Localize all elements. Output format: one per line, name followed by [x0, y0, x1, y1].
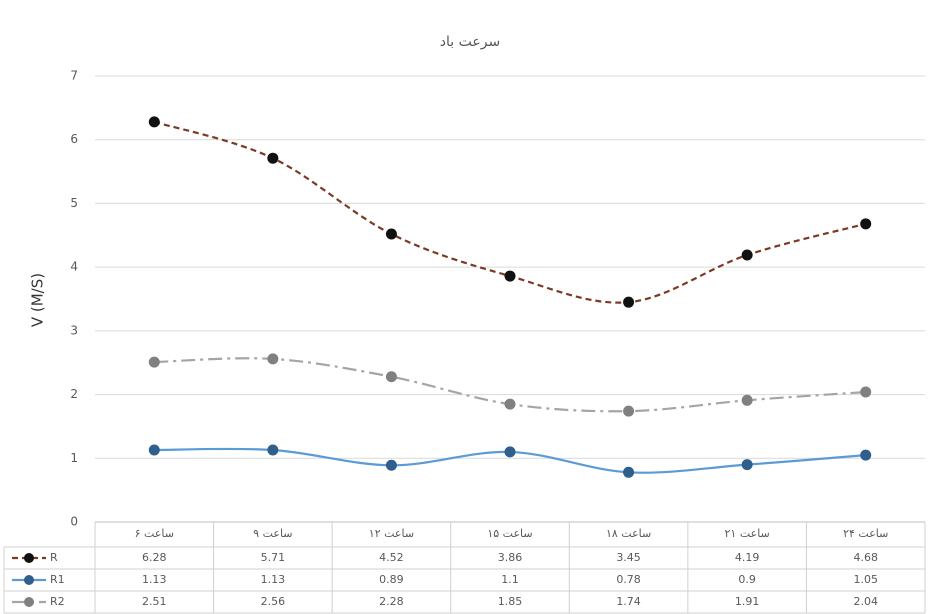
table-cell: 6.28 [142, 551, 167, 564]
table-cell: 2.56 [261, 595, 286, 608]
y-tick-label: 6 [70, 132, 78, 146]
table-cell: 1.85 [498, 595, 523, 608]
y-axis-label: V (M/S) [29, 273, 47, 327]
y-tick-label: 2 [70, 387, 78, 401]
marker [504, 270, 516, 282]
y-tick-label: 1 [70, 451, 78, 465]
marker [148, 444, 160, 456]
marker [741, 394, 753, 406]
x-tick-label: ساعت ۱۲ [369, 527, 414, 540]
y-tick-label: 4 [70, 260, 78, 274]
x-tick-label: ساعت ۲۴ [843, 527, 888, 540]
table-cell: 1.05 [853, 573, 878, 586]
y-tick-label: 3 [70, 323, 78, 337]
legend-label: R1 [50, 573, 65, 586]
marker [504, 398, 516, 410]
table-cell: 1.1 [501, 573, 519, 586]
legend-marker [24, 553, 34, 563]
y-tick-label: 0 [70, 515, 78, 529]
x-tick-label: ساعت ۶ [135, 527, 174, 540]
chart-title: سرعت باد [440, 34, 500, 50]
marker [860, 218, 872, 230]
x-tick-label: ساعت ۲۱ [725, 527, 770, 540]
table-cell: 2.51 [142, 595, 167, 608]
legend-marker [24, 597, 34, 607]
marker [385, 228, 397, 240]
marker [741, 249, 753, 261]
table-cell: 1.13 [261, 573, 286, 586]
table-cell: 1.13 [142, 573, 167, 586]
y-tick-label: 5 [70, 196, 78, 210]
marker [860, 449, 872, 461]
marker [148, 116, 160, 128]
marker [623, 466, 635, 478]
legend-label: R [50, 551, 58, 564]
table-cell: 4.68 [853, 551, 878, 564]
marker [623, 405, 635, 417]
table-cell: 3.86 [498, 551, 523, 564]
marker [267, 444, 279, 456]
marker [385, 459, 397, 471]
marker [267, 152, 279, 164]
marker [623, 296, 635, 308]
table-cell: 4.19 [735, 551, 760, 564]
legend-marker [24, 575, 34, 585]
x-tick-label: ساعت ۱۸ [606, 527, 651, 540]
table-cell: 0.89 [379, 573, 404, 586]
table-cell: 4.52 [379, 551, 404, 564]
x-tick-label: ساعت ۱۵ [487, 527, 532, 540]
marker [741, 459, 753, 471]
table-cell: 5.71 [261, 551, 286, 564]
marker [385, 371, 397, 383]
marker [148, 356, 160, 368]
table-cell: 3.45 [616, 551, 641, 564]
table-cell: 0.9 [738, 573, 756, 586]
table-cell: 2.04 [853, 595, 878, 608]
marker [504, 446, 516, 458]
marker [860, 386, 872, 398]
table-cell: 1.74 [616, 595, 641, 608]
y-tick-label: 7 [70, 69, 78, 83]
table-cell: 0.78 [616, 573, 641, 586]
marker [267, 353, 279, 365]
table-cell: 1.91 [735, 595, 760, 608]
table-cell: 2.28 [379, 595, 404, 608]
legend-label: R2 [50, 595, 65, 608]
x-tick-label: ساعت ۹ [253, 527, 292, 540]
